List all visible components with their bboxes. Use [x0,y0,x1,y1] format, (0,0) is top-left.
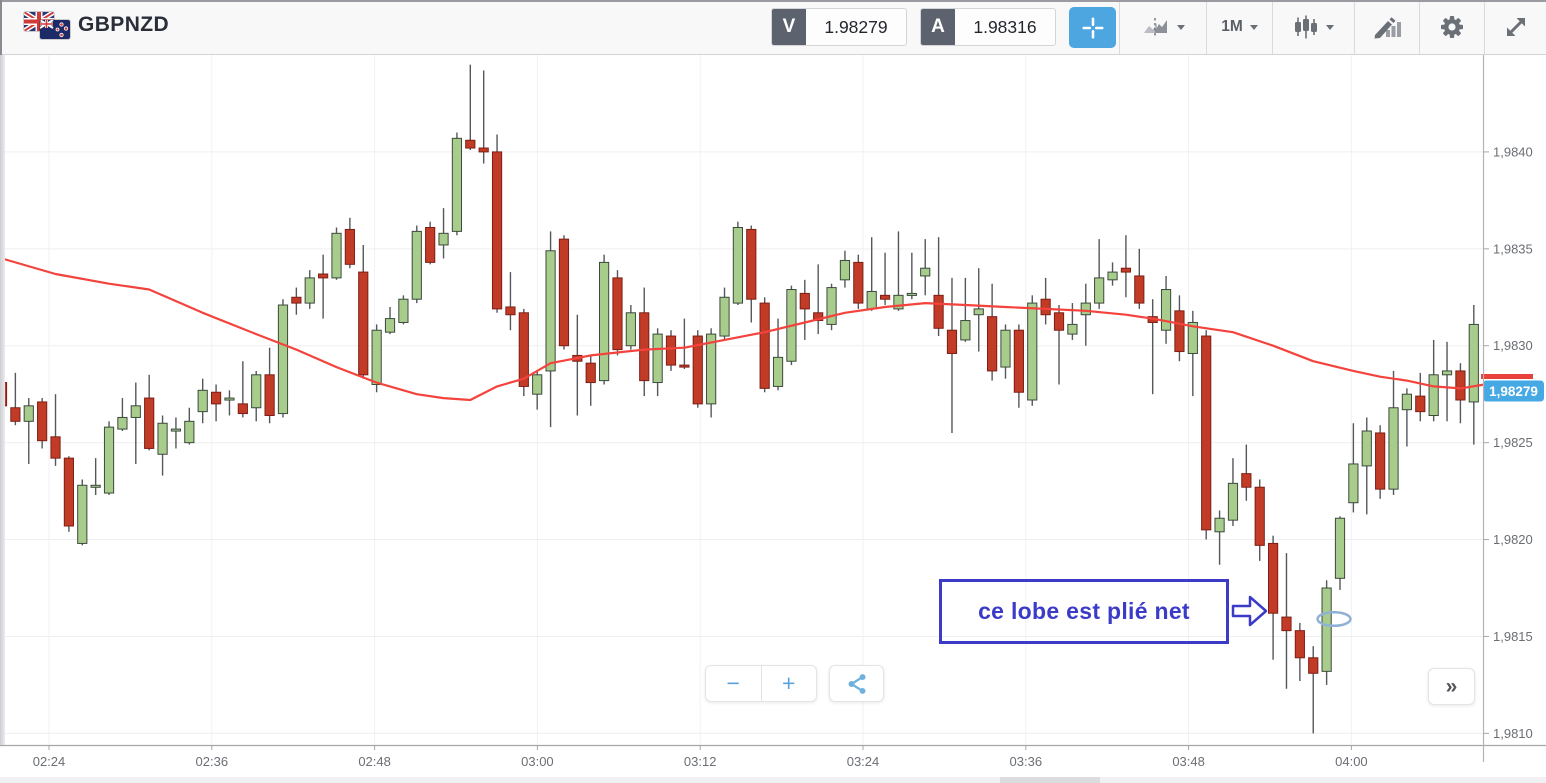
annotation-arrow-icon[interactable] [1231,595,1268,627]
annotation-shapes [1231,595,1352,628]
buy-quote-button[interactable]: A 1.98316 [920,8,1056,46]
settings-button[interactable] [1419,0,1484,54]
bottom-scrollbar-track[interactable] [0,777,1546,783]
share-icon [848,673,865,694]
collapse-panel-button[interactable]: » [1428,668,1475,705]
svg-text:03:24: 03:24 [847,754,880,769]
svg-text:02:24: 02:24 [33,754,66,769]
zoom-in-button[interactable]: + [760,666,817,701]
sell-label: V [772,9,806,45]
fullscreen-button[interactable] [1484,0,1546,54]
chevron-down-icon [1326,24,1334,30]
window-left-edge [0,0,2,55]
draw-indicator-icon [1374,17,1401,39]
gb-flag-icon [24,12,54,31]
svg-text:02:48: 02:48 [358,754,391,769]
annotation-ellipse[interactable] [1316,610,1352,628]
svg-text:1,9815: 1,9815 [1493,629,1533,644]
chevron-down-icon [1176,24,1185,30]
chart-type-candles-icon [1295,15,1317,39]
interval-select-button[interactable]: 1M [1206,0,1272,54]
crosshair-icon [1081,16,1104,39]
nz-flag-icon [40,20,70,39]
svg-text:1,9835: 1,9835 [1493,241,1533,256]
svg-text:1,9830: 1,9830 [1493,338,1533,353]
chevron-down-icon [1249,24,1258,30]
left-edge-strip [0,55,5,745]
draw-indicator-button[interactable] [1354,0,1419,54]
svg-text:03:00: 03:00 [521,754,554,769]
annotation-text: ce lobe est plié net [978,598,1190,624]
annotation-box[interactable]: ce lobe est plié net [939,579,1229,644]
compare-chart-button[interactable] [1119,0,1206,54]
compare-chart-icon [1143,18,1167,36]
svg-text:1,9810: 1,9810 [1493,726,1533,741]
share-button[interactable] [829,665,884,702]
top-toolbar: GBPNZD V 1.98279 A 1.98316 1M [0,0,1546,55]
fullscreen-icon [1506,18,1525,36]
sell-price: 1.98279 [824,16,888,37]
svg-text:04:00: 04:00 [1335,754,1368,769]
buy-label: A [921,9,955,45]
buy-price: 1.98316 [973,16,1037,37]
crosshair-tool-button[interactable] [1069,7,1116,48]
settings-gear-icon [1441,16,1463,38]
svg-text:03:12: 03:12 [684,754,717,769]
candles-layer [0,64,1479,734]
zoom-control-group: − + [705,665,817,702]
current-price-layer: 1,98279 [1481,374,1544,402]
grid-layer [0,55,1483,745]
moving-average-layer [0,257,1486,402]
interval-label: 1M [1221,18,1243,35]
svg-text:03:36: 03:36 [1010,754,1043,769]
svg-text:1,9825: 1,9825 [1493,435,1533,450]
axes-layer[interactable]: 02:24 02:36 02:48 03:00 03:12 03:24 03:36 03:48… [0,55,1546,769]
svg-text:1,98279: 1,98279 [1489,384,1538,399]
zoom-out-button[interactable]: − [726,670,740,696]
chart-type-button[interactable] [1272,0,1354,54]
svg-text:1,9820: 1,9820 [1493,532,1533,547]
svg-text:03:48: 03:48 [1172,754,1205,769]
svg-text:02:36: 02:36 [196,754,229,769]
bottom-scrollbar-thumb[interactable] [1000,777,1100,783]
svg-text:1,9840: 1,9840 [1493,144,1533,159]
chart-toolbar: 1M [1119,0,1546,54]
symbol-title: GBPNZD [78,13,170,36]
window-top-edge [0,0,1546,2]
sell-quote-button[interactable]: V 1.98279 [771,8,907,46]
